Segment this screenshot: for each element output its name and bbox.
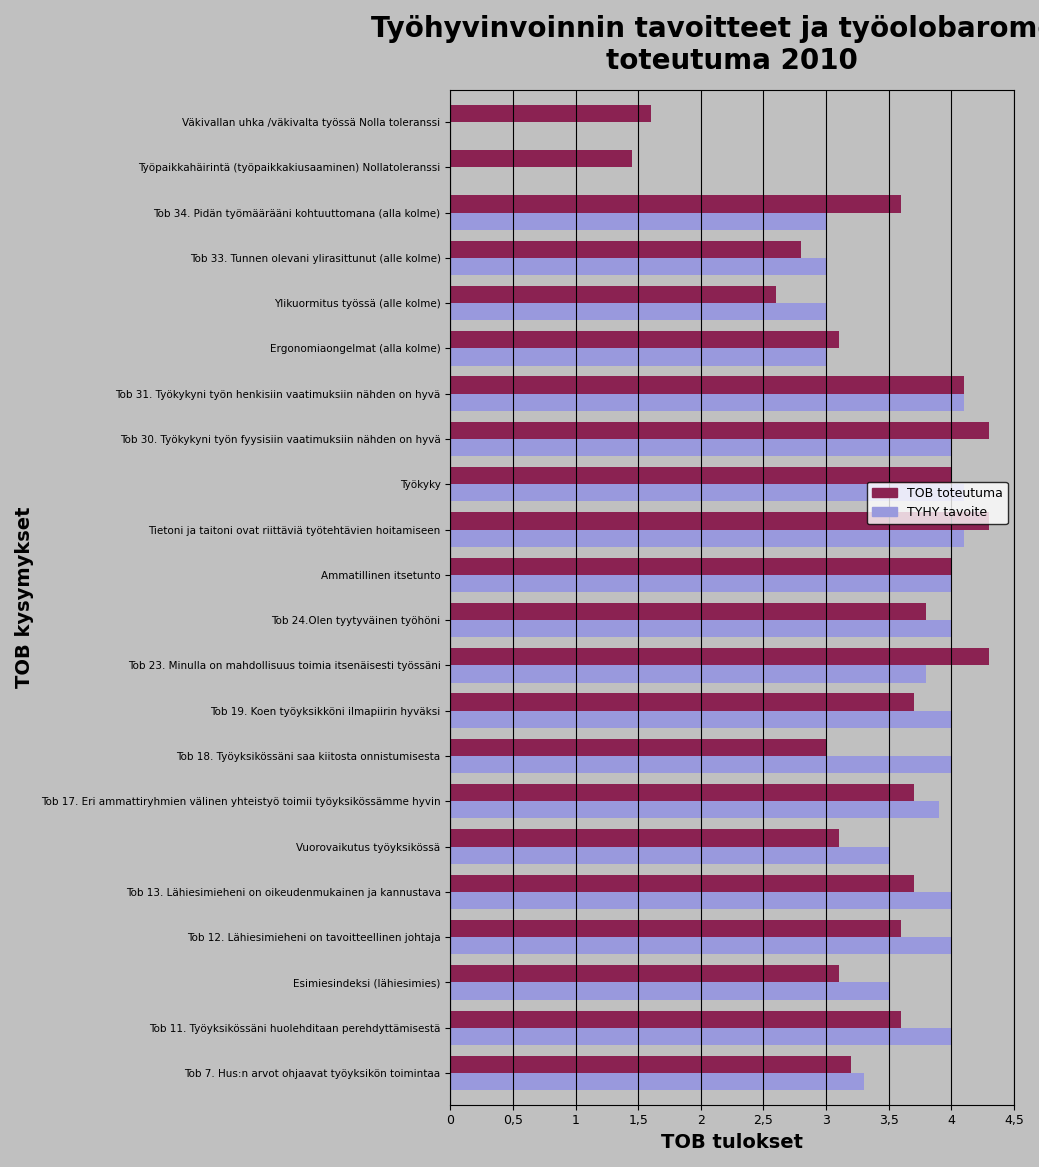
Bar bbox=[450, 212, 826, 230]
Bar bbox=[450, 1056, 851, 1072]
Bar bbox=[450, 603, 927, 620]
Bar bbox=[450, 558, 952, 575]
Legend: TOB toteutuma, TYHY tavoite: TOB toteutuma, TYHY tavoite bbox=[867, 482, 1008, 524]
Bar bbox=[450, 258, 826, 275]
Y-axis label: TOB kysymykset: TOB kysymykset bbox=[15, 506, 34, 689]
Bar bbox=[450, 240, 801, 258]
Bar bbox=[450, 693, 914, 711]
Bar bbox=[450, 830, 838, 846]
Bar bbox=[450, 393, 964, 411]
Bar bbox=[450, 286, 776, 303]
Bar bbox=[450, 892, 952, 909]
Bar bbox=[450, 965, 838, 983]
Bar bbox=[450, 620, 952, 637]
Bar bbox=[450, 711, 952, 728]
Bar bbox=[450, 846, 888, 864]
Bar bbox=[450, 665, 927, 683]
Title: Työhyvinvoinnin tavoitteet ja työolobarometri
toteutuma 2010: Työhyvinvoinnin tavoitteet ja työolobaro… bbox=[371, 15, 1039, 76]
Bar bbox=[450, 377, 964, 393]
Bar bbox=[450, 512, 989, 530]
Bar bbox=[450, 648, 989, 665]
Bar bbox=[450, 331, 838, 349]
X-axis label: TOB tulokset: TOB tulokset bbox=[661, 1133, 803, 1152]
Bar bbox=[450, 920, 901, 937]
Bar bbox=[450, 575, 952, 592]
Bar bbox=[450, 739, 826, 756]
Bar bbox=[450, 530, 964, 547]
Bar bbox=[450, 784, 914, 802]
Bar bbox=[450, 1011, 901, 1028]
Bar bbox=[450, 303, 826, 320]
Bar bbox=[450, 983, 888, 1000]
Bar bbox=[450, 439, 952, 456]
Bar bbox=[450, 349, 826, 365]
Bar bbox=[450, 484, 964, 502]
Bar bbox=[450, 421, 989, 439]
Bar bbox=[450, 195, 901, 212]
Bar bbox=[450, 756, 952, 774]
Bar bbox=[450, 802, 939, 818]
Bar bbox=[450, 937, 952, 955]
Bar bbox=[450, 105, 650, 121]
Bar bbox=[450, 874, 914, 892]
Bar bbox=[450, 1028, 952, 1044]
Bar bbox=[450, 151, 632, 167]
Bar bbox=[450, 467, 952, 484]
Bar bbox=[450, 1072, 863, 1090]
